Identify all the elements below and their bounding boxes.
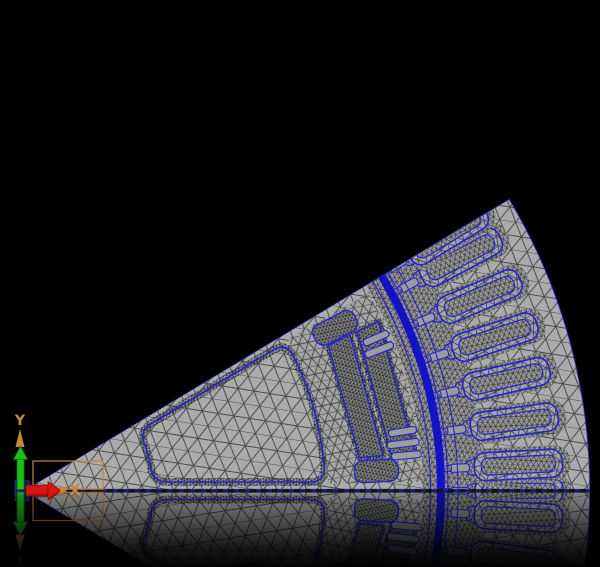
airgap-arcs — [372, 266, 459, 490]
y-axis-label: Y — [14, 413, 26, 429]
sector-boundary — [25, 199, 591, 490]
rotor-slits — [362, 329, 422, 461]
workplane-box — [32, 460, 104, 490]
airgap-thick-arc — [378, 273, 445, 490]
y-axis-arrowhead-icon — [15, 429, 25, 447]
rotor-cavity-region — [138, 343, 329, 486]
mesh-sector — [25, 199, 591, 490]
